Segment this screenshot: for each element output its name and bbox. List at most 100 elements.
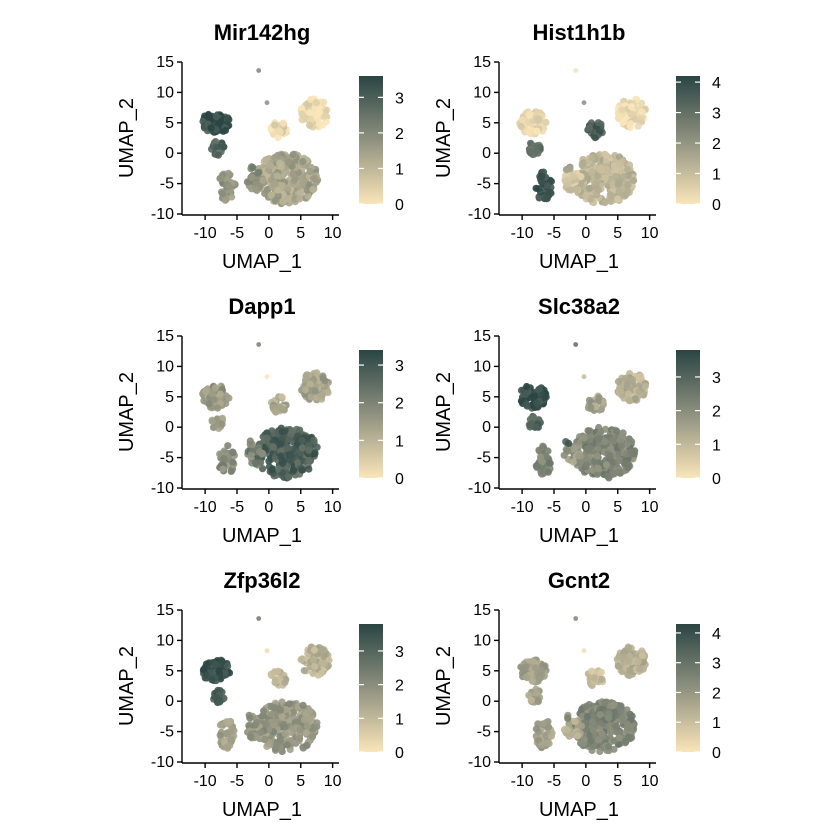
data-point	[262, 720, 270, 729]
data-point	[208, 389, 216, 397]
data-point	[312, 99, 321, 107]
y-tick-label: 5	[165, 663, 174, 680]
x-tick-label: 10	[641, 499, 659, 516]
data-point	[533, 399, 541, 407]
data-point	[594, 172, 602, 180]
data-point	[639, 652, 647, 660]
y-tick-label: -5	[160, 450, 174, 467]
y-tick-label: 15	[156, 602, 174, 619]
data-point	[565, 176, 573, 184]
y-tick-label: 15	[156, 54, 174, 71]
data-point	[588, 154, 596, 162]
data-point	[527, 148, 535, 156]
data-point	[228, 448, 236, 456]
colorbar-tick-label: 1	[395, 161, 404, 178]
data-point	[565, 439, 573, 447]
y-tick-label: 10	[156, 84, 174, 101]
data-point	[583, 725, 591, 733]
data-point	[219, 190, 227, 198]
data-point	[211, 384, 219, 392]
data-point	[277, 736, 285, 744]
data-point	[212, 694, 220, 702]
data-point	[311, 663, 319, 671]
data-point	[604, 743, 613, 751]
data-point	[634, 122, 642, 130]
data-point	[281, 729, 289, 738]
data-point	[594, 445, 602, 453]
data-point	[624, 188, 632, 196]
data-point	[227, 467, 235, 475]
data-point	[544, 468, 552, 476]
data-point	[261, 189, 269, 198]
data-point	[256, 68, 262, 73]
data-point	[616, 160, 624, 168]
x-tick-label: 10	[324, 773, 342, 790]
colorbar-tick-label: 2	[712, 685, 721, 702]
panel-title: Gcnt2	[548, 568, 610, 593]
data-point	[590, 674, 598, 682]
x-axis-title: UMAP_1	[539, 799, 619, 821]
data-point	[268, 466, 276, 474]
data-point	[301, 376, 310, 384]
x-axis-title: UMAP_1	[539, 525, 619, 547]
data-point	[306, 167, 314, 176]
data-point	[580, 434, 588, 442]
data-point	[594, 186, 603, 194]
data-point	[302, 728, 310, 737]
data-point	[299, 701, 307, 709]
data-point	[318, 391, 326, 399]
data-point	[215, 667, 223, 675]
y-tick-label: -5	[477, 176, 491, 193]
data-point	[582, 461, 591, 469]
data-point	[324, 389, 332, 397]
data-point	[322, 118, 330, 126]
data-point	[573, 616, 579, 621]
data-point	[577, 722, 586, 730]
data-point	[306, 121, 314, 129]
data-point	[543, 739, 551, 747]
data-point	[532, 423, 540, 431]
data-point	[601, 174, 609, 182]
colorbar-tick-label: 3	[712, 106, 721, 123]
data-point	[542, 118, 550, 126]
data-point	[538, 172, 546, 181]
data-point	[212, 143, 220, 152]
data-point	[611, 172, 620, 181]
x-tick-label: -10	[194, 499, 217, 516]
data-point	[627, 120, 635, 128]
data-point	[534, 143, 542, 151]
x-tick-label: -10	[511, 225, 534, 242]
data-point	[295, 717, 303, 725]
data-point	[260, 707, 268, 715]
data-point	[273, 172, 281, 180]
data-point	[267, 702, 275, 710]
data-point	[309, 185, 317, 194]
data-point	[536, 453, 545, 462]
data-point	[251, 459, 259, 467]
colorbar-tick-label: 0	[395, 471, 404, 488]
data-point	[285, 700, 293, 708]
x-tick-label: -5	[230, 225, 244, 242]
data-point	[209, 423, 218, 432]
data-point	[219, 465, 227, 473]
data-point	[283, 444, 291, 453]
y-tick-label: 5	[482, 115, 491, 132]
data-point	[517, 386, 526, 394]
data-point	[581, 374, 587, 380]
data-point	[230, 727, 238, 735]
y-tick-label: 5	[165, 115, 174, 132]
y-tick-label: 10	[473, 84, 491, 101]
y-tick-label: 0	[482, 419, 491, 436]
data-point	[626, 710, 634, 718]
data-point	[271, 678, 279, 687]
data-point	[313, 369, 321, 377]
y-tick-label: 10	[473, 358, 491, 375]
x-tick-label: 10	[641, 225, 659, 242]
data-point	[588, 667, 596, 675]
y-tick-label: -10	[151, 754, 174, 771]
data-point	[532, 725, 540, 733]
data-point	[286, 457, 294, 465]
data-point	[298, 466, 306, 474]
data-point	[212, 113, 220, 121]
data-point	[634, 657, 642, 665]
